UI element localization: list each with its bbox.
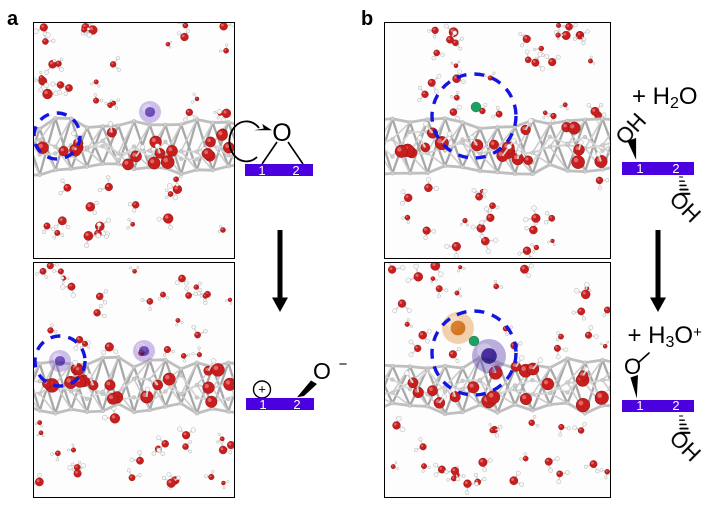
svg-text:−: − [339, 356, 348, 373]
svg-text:O: O [313, 358, 331, 384]
svg-text:OH: OH [611, 108, 652, 149]
svg-text:O: O [624, 354, 641, 379]
svg-text:OH: OH [665, 425, 706, 466]
svg-text:+ H2O: + H2O [632, 83, 698, 112]
svg-text:O: O [272, 119, 291, 147]
svg-text:+: + [258, 382, 266, 397]
svg-text:+ H3O+: + H3O+ [628, 322, 703, 351]
svg-text:OH: OH [665, 186, 706, 227]
